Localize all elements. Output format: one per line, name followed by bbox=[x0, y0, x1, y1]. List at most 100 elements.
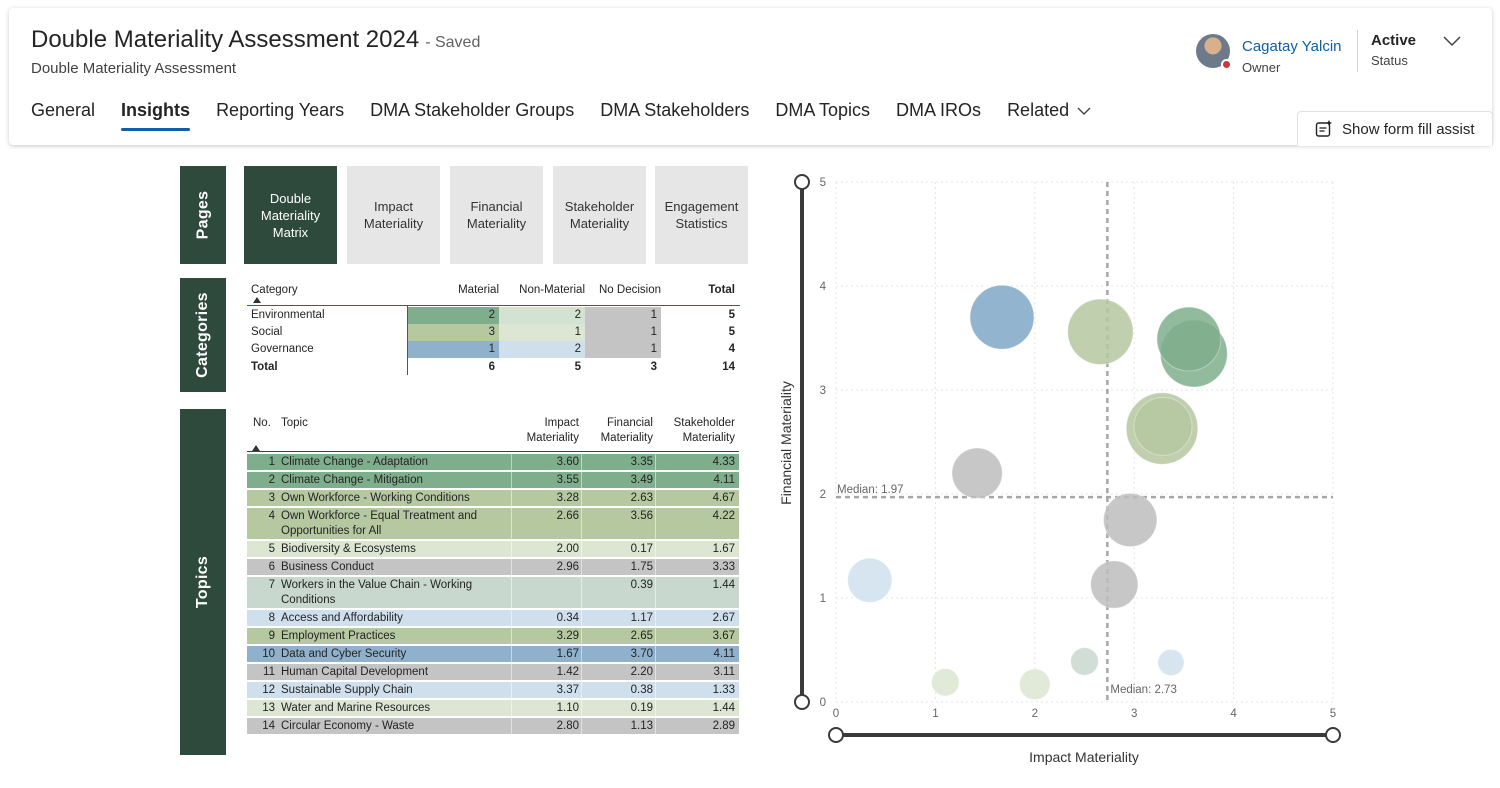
topic-row[interactable]: 4 Own Workforce - Equal Treatment and Oppo… bbox=[247, 508, 739, 540]
topic-bubble[interactable] bbox=[1067, 298, 1134, 365]
topic-name: Workers in the Value Chain - Working Cond… bbox=[281, 578, 511, 608]
column-header-total[interactable]: Total bbox=[708, 284, 735, 296]
topic-bubble[interactable] bbox=[1018, 668, 1051, 701]
column-separator bbox=[581, 577, 582, 608]
header-divider bbox=[1357, 30, 1358, 72]
topic-impact-cell: 2.96 bbox=[556, 561, 579, 573]
material-cell[interactable]: 2 bbox=[408, 307, 499, 324]
topic-row[interactable]: 6 Business Conduct 2.96 1.75 3.33 bbox=[247, 559, 739, 576]
category-row-social[interactable]: Social 3 1 1 5 bbox=[247, 324, 740, 341]
column-header-stakeholder-materiality[interactable]: Stakeholder Materiality bbox=[657, 416, 735, 446]
column-separator bbox=[581, 454, 582, 470]
topic-stakeholder-cell: 4.22 bbox=[712, 510, 735, 522]
page-button-financial-materiality[interactable]: Financial Materiality bbox=[450, 166, 543, 264]
topic-bubble[interactable] bbox=[1103, 492, 1158, 548]
topic-row[interactable]: 2 Climate Change - Mitigation 3.55 3.49 4.11 bbox=[247, 472, 739, 489]
column-header-no-decision[interactable]: No Decision bbox=[599, 284, 661, 296]
pages-section-bar: Pages bbox=[180, 166, 226, 264]
topic-financial-cell: 3.56 bbox=[630, 510, 653, 522]
page-button-impact-materiality[interactable]: Impact Materiality bbox=[347, 166, 440, 264]
topic-row[interactable]: 8 Access and Affordability 0.34 1.17 2.67 bbox=[247, 610, 739, 627]
tab-dma-stakeholders[interactable]: DMA Stakeholders bbox=[600, 100, 750, 120]
topic-bubble[interactable] bbox=[969, 284, 1035, 350]
topic-impact-cell: 1.67 bbox=[556, 648, 579, 660]
page-button-engagement-statistics[interactable]: Engagement Statistics bbox=[655, 166, 748, 264]
tab-dma-stakeholder-groups[interactable]: DMA Stakeholder Groups bbox=[370, 100, 575, 120]
tab-general[interactable]: General bbox=[31, 100, 96, 120]
topic-name: Water and Marine Resources bbox=[281, 701, 511, 716]
topic-bubble[interactable] bbox=[1070, 647, 1099, 676]
column-separator bbox=[655, 646, 656, 662]
topic-name: Sustainable Supply Chain bbox=[281, 683, 511, 698]
tab-related[interactable]: Related bbox=[1007, 98, 1091, 135]
column-header-non-material[interactable]: Non-Material bbox=[519, 284, 585, 296]
topic-name-line: Biodiversity & Ecosystems bbox=[281, 543, 416, 555]
topic-row[interactable]: 1 Climate Change - Adaptation 3.60 3.35 4.33 bbox=[247, 454, 739, 471]
topic-bubble[interactable] bbox=[951, 447, 1003, 499]
topic-name: Climate Change - Adaptation bbox=[281, 455, 511, 470]
x-range-slider-handle-max[interactable] bbox=[1325, 727, 1341, 743]
status-value: Active bbox=[1371, 32, 1417, 49]
non-material-cell[interactable]: 2 bbox=[499, 341, 585, 358]
column-separator bbox=[511, 700, 512, 716]
topic-bubble[interactable] bbox=[1157, 648, 1185, 677]
material-cell[interactable]: 3 bbox=[408, 324, 499, 341]
y-range-slider-handle-min[interactable] bbox=[794, 694, 810, 710]
topic-row[interactable]: 5 Biodiversity & Ecosystems 2.00 0.17 1.67 bbox=[247, 541, 739, 558]
tab-dma-iros[interactable]: DMA IROs bbox=[896, 100, 982, 120]
topic-bubble[interactable] bbox=[847, 557, 893, 603]
grid bbox=[835, 181, 1334, 703]
topic-row[interactable]: 11 Human Capital Development 1.42 2.20 3.11 bbox=[247, 664, 739, 681]
owner-link[interactable]: Cagatay Yalcin bbox=[1242, 38, 1342, 55]
page-button-stakeholder-materiality[interactable]: Stakeholder Materiality bbox=[553, 166, 646, 264]
header-line: Materiality bbox=[600, 432, 653, 444]
topic-name-line: Business Conduct bbox=[281, 561, 374, 573]
column-separator bbox=[655, 541, 656, 557]
form-fill-assist-button[interactable]: Show form fill assist bbox=[1297, 111, 1493, 146]
topic-bubble[interactable] bbox=[1156, 306, 1222, 372]
category-row-governance[interactable]: Governance 1 2 1 4 bbox=[247, 341, 740, 358]
y-tick-label: 1 bbox=[820, 593, 826, 605]
non-material-cell[interactable]: 1 bbox=[499, 324, 585, 341]
no-decision-cell[interactable]: 1 bbox=[585, 307, 661, 324]
page-button-double-materiality-matrix[interactable]: Double Materiality Matrix bbox=[244, 166, 337, 264]
category-row-environmental[interactable]: Environmental 2 2 1 5 bbox=[247, 307, 740, 324]
topic-no-cell: 6 bbox=[268, 561, 275, 573]
double-materiality-bubble-chart: Median: 2.73 Median: 1.97 0 1 2 3 4 5 0 1 2 3 4 5 Im… bbox=[778, 174, 1341, 765]
expand-header-chevron-icon[interactable] bbox=[1442, 34, 1462, 48]
topic-bubble[interactable] bbox=[931, 667, 960, 697]
material-cell[interactable]: 1 bbox=[408, 341, 499, 358]
column-separator bbox=[581, 682, 582, 698]
topic-row[interactable]: 13 Water and Marine Resources 1.10 0.19 1.44 bbox=[247, 700, 739, 717]
topic-row[interactable]: 3 Own Workforce - Working Conditions 3.28 2… bbox=[247, 490, 739, 507]
column-header-financial-materiality[interactable]: Financial Materiality bbox=[583, 416, 653, 446]
topic-row[interactable]: 12 Sustainable Supply Chain 3.37 0.38 1.33 bbox=[247, 682, 739, 699]
column-header-material[interactable]: Material bbox=[458, 284, 499, 296]
y-range-slider-handle-max[interactable] bbox=[794, 174, 810, 190]
column-header-category[interactable]: Category bbox=[251, 282, 401, 306]
tab-reporting-years[interactable]: Reporting Years bbox=[216, 100, 345, 120]
y-tick-label: 4 bbox=[820, 281, 827, 293]
topic-name: Data and Cyber Security bbox=[281, 647, 511, 662]
chevron-down-icon bbox=[1077, 107, 1091, 116]
topic-bubble[interactable] bbox=[1090, 560, 1139, 609]
topic-row[interactable]: 9 Employment Practices 3.29 2.65 3.67 bbox=[247, 628, 739, 645]
column-header-impact-materiality[interactable]: Impact Materiality bbox=[513, 416, 579, 446]
non-material-cell[interactable]: 2 bbox=[499, 307, 585, 324]
x-range-slider-handle-min[interactable] bbox=[828, 727, 844, 743]
topic-stakeholder-cell: 3.67 bbox=[712, 630, 735, 642]
column-header-topic[interactable]: Topic bbox=[281, 417, 308, 429]
topic-name-line: Workers in the Value Chain - Working bbox=[281, 579, 473, 591]
no-decision-cell[interactable]: 1 bbox=[585, 324, 661, 341]
topic-row[interactable]: 7 Workers in the Value Chain - Working Con… bbox=[247, 577, 739, 609]
topic-bubble[interactable] bbox=[1133, 396, 1193, 456]
tab-dma-topics[interactable]: DMA Topics bbox=[775, 100, 871, 120]
x-tick-label: 0 bbox=[833, 708, 839, 720]
topic-row[interactable]: 10 Data and Cyber Security 1.67 3.70 4.11 bbox=[247, 646, 739, 663]
column-header-no[interactable]: No. bbox=[253, 417, 271, 429]
total-cell: 4 bbox=[728, 343, 735, 355]
entity-name: Double Materiality Assessment bbox=[31, 60, 237, 77]
topic-row[interactable]: 14 Circular Economy - Waste 2.80 1.13 2.89 bbox=[247, 718, 739, 735]
no-decision-cell[interactable]: 1 bbox=[585, 341, 661, 358]
tab-insights[interactable]: Insights bbox=[121, 98, 191, 135]
